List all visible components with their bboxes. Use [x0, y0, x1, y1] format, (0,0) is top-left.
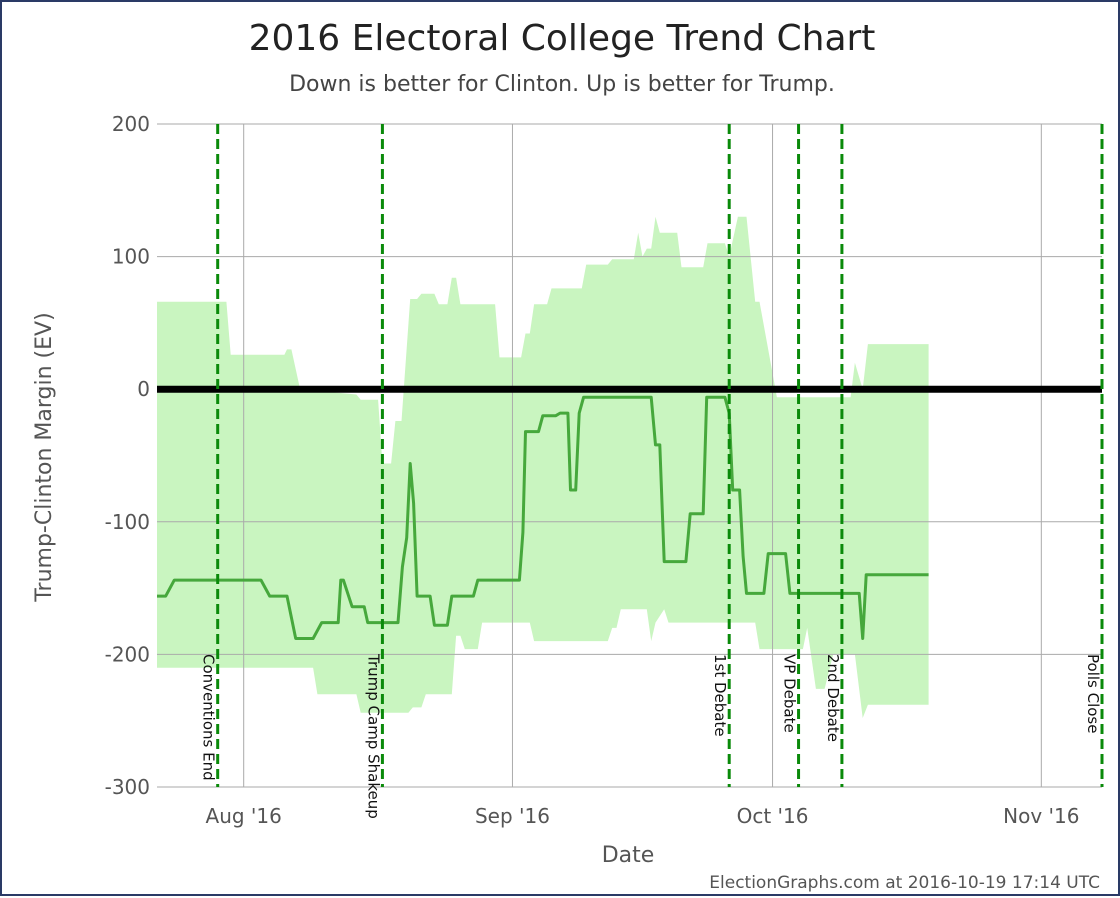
y-tick-label: -200 — [105, 642, 150, 666]
chart-subtitle: Down is better for Clinton. Up is better… — [289, 72, 835, 97]
event-label: 2nd Debate — [824, 654, 842, 742]
chart-title: 2016 Electoral College Trend Chart — [249, 18, 876, 59]
margin-range-band — [157, 216, 929, 719]
y-tick-label: 0 — [137, 377, 150, 401]
axis-ticks: 200 100 0 -100 -200 -300 Aug '16 Sep '16 Oct '16… — [105, 112, 1080, 828]
range-band-area — [157, 216, 929, 719]
x-tick-label: Nov '16 — [1003, 804, 1079, 828]
event-marker: Conventions End — [200, 124, 220, 787]
event-label: 1st Debate — [711, 654, 729, 737]
event-label: Trump Camp Shakeup — [364, 653, 382, 819]
x-tick-label: Sep '16 — [475, 804, 550, 828]
x-tick-label: Aug '16 — [206, 804, 282, 828]
y-axis-title: Trump-Clinton Margin (EV) — [32, 312, 57, 602]
y-tick-label: -300 — [105, 775, 150, 799]
events: Conventions End Trump Camp Shakeup 1st Deb… — [200, 124, 1104, 819]
y-tick-label: 200 — [112, 112, 150, 136]
event-label: VP Debate — [781, 654, 799, 733]
y-tick-label: 100 — [112, 245, 150, 269]
footer-credit: ElectionGraphs.com at 2016-10-19 17:14 U… — [709, 873, 1100, 893]
event-marker: 1st Debate — [711, 124, 731, 787]
margin-line — [157, 395, 929, 640]
x-tick-label: Oct '16 — [737, 804, 809, 828]
event-marker: 2nd Debate — [824, 124, 844, 787]
event-marker: Polls Close — [1084, 124, 1104, 787]
x-axis-title: Date — [602, 843, 655, 868]
trump-clinton-margin-line — [157, 395, 929, 640]
event-label: Polls Close — [1084, 654, 1102, 733]
y-tick-label: -100 — [105, 510, 150, 534]
event-marker: VP Debate — [781, 124, 801, 787]
event-label: Conventions End — [200, 654, 218, 781]
event-marker: Trump Camp Shakeup — [364, 124, 384, 819]
